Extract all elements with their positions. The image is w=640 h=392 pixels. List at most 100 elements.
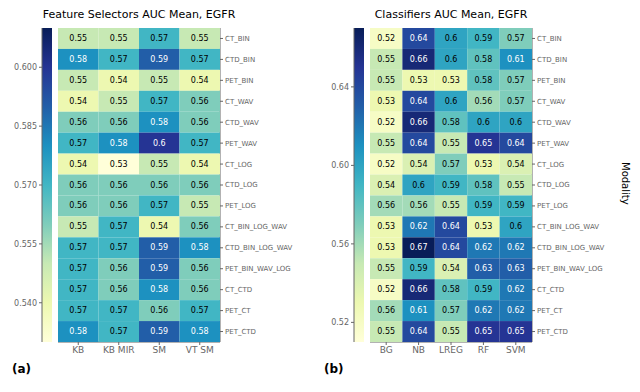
svg-text:0.55: 0.55: [377, 327, 395, 336]
svg-text:0.55: 0.55: [110, 34, 128, 43]
svg-text:PET_BIN: PET_BIN: [225, 77, 254, 85]
svg-text:KB: KB: [72, 345, 84, 355]
svg-text:0.56: 0.56: [110, 285, 128, 294]
svg-text:0.52: 0.52: [331, 318, 349, 327]
svg-text:PET_CT: PET_CT: [225, 307, 251, 315]
svg-text:0.55: 0.55: [377, 264, 395, 273]
svg-text:0.58: 0.58: [442, 118, 460, 127]
svg-text:0.52: 0.52: [377, 285, 395, 294]
svg-text:0.54: 0.54: [442, 264, 460, 273]
svg-text:0.55: 0.55: [442, 201, 460, 210]
svg-text:0.52: 0.52: [377, 34, 395, 43]
svg-text:0.52: 0.52: [377, 118, 395, 127]
svg-text:CTD_BIN_LOG_WAV: CTD_BIN_LOG_WAV: [537, 244, 605, 252]
svg-text:0.55: 0.55: [69, 34, 87, 43]
svg-text:0.64: 0.64: [410, 97, 428, 106]
svg-text:0.53: 0.53: [377, 97, 395, 106]
svg-text:0.56: 0.56: [191, 181, 209, 190]
svg-text:0.53: 0.53: [110, 160, 128, 169]
svg-text:0.56: 0.56: [191, 97, 209, 106]
svg-text:0.56: 0.56: [331, 240, 349, 249]
svg-text:0.57: 0.57: [69, 139, 87, 148]
svg-text:0.6: 0.6: [412, 181, 425, 190]
svg-text:0.54: 0.54: [191, 160, 209, 169]
svg-text:0.54: 0.54: [110, 76, 128, 85]
svg-text:0.64: 0.64: [410, 327, 428, 336]
svg-text:PET_BIN_WAV_LOG: PET_BIN_WAV_LOG: [537, 265, 603, 273]
svg-text:PET_LOG: PET_LOG: [537, 202, 568, 210]
svg-text:0.540: 0.540: [14, 299, 37, 308]
svg-text:0.6: 0.6: [153, 139, 166, 148]
svg-text:CT_BIN_LOG_WAV: CT_BIN_LOG_WAV: [225, 223, 287, 231]
svg-text:0.58: 0.58: [474, 55, 492, 64]
svg-text:0.64: 0.64: [410, 34, 428, 43]
svg-text:0.570: 0.570: [14, 181, 37, 190]
svg-text:0.555: 0.555: [14, 240, 37, 249]
svg-text:0.61: 0.61: [410, 306, 428, 315]
svg-text:0.56: 0.56: [377, 306, 395, 315]
svg-text:CT_LOG: CT_LOG: [537, 161, 564, 169]
svg-text:PET_CT: PET_CT: [537, 307, 563, 315]
svg-text:0.54: 0.54: [69, 160, 87, 169]
svg-text:0.56: 0.56: [191, 264, 209, 273]
svg-text:0.53: 0.53: [377, 222, 395, 231]
svg-text:0.57: 0.57: [507, 97, 525, 106]
svg-text:0.56: 0.56: [410, 201, 428, 210]
svg-text:SM: SM: [153, 345, 166, 355]
svg-text:0.62: 0.62: [410, 222, 428, 231]
svg-text:CT_WAV: CT_WAV: [225, 98, 254, 106]
svg-text:0.53: 0.53: [474, 160, 492, 169]
svg-text:0.62: 0.62: [474, 243, 492, 252]
svg-text:CTD_WAV: CTD_WAV: [225, 119, 259, 127]
svg-text:0.6: 0.6: [445, 55, 458, 64]
svg-text:0.65: 0.65: [474, 139, 492, 148]
svg-text:0.56: 0.56: [150, 306, 168, 315]
svg-text:0.53: 0.53: [474, 222, 492, 231]
svg-text:PET_CTD: PET_CTD: [537, 328, 568, 336]
svg-text:0.57: 0.57: [150, 97, 168, 106]
svg-text:0.58: 0.58: [191, 327, 209, 336]
svg-text:0.53: 0.53: [442, 76, 460, 85]
svg-text:CTD_BIN: CTD_BIN: [537, 56, 567, 64]
svg-text:0.58: 0.58: [474, 181, 492, 190]
svg-text:CTD_LOG: CTD_LOG: [537, 181, 570, 189]
svg-text:0.55: 0.55: [69, 76, 87, 85]
svg-text:0.58: 0.58: [442, 285, 460, 294]
svg-text:0.54: 0.54: [507, 160, 525, 169]
svg-text:0.55: 0.55: [110, 97, 128, 106]
svg-text:0.57: 0.57: [110, 55, 128, 64]
svg-text:0.6: 0.6: [477, 118, 490, 127]
svg-text:0.56: 0.56: [69, 201, 87, 210]
svg-text:0.59: 0.59: [474, 201, 492, 210]
svg-text:RF: RF: [478, 345, 489, 355]
svg-text:0.57: 0.57: [110, 243, 128, 252]
svg-text:0.56: 0.56: [110, 118, 128, 127]
svg-text:0.55: 0.55: [150, 76, 168, 85]
svg-text:0.67: 0.67: [410, 243, 428, 252]
svg-text:0.58: 0.58: [69, 327, 87, 336]
svg-text:0.56: 0.56: [377, 201, 395, 210]
svg-text:0.57: 0.57: [110, 222, 128, 231]
svg-text:0.56: 0.56: [110, 264, 128, 273]
svg-text:0.52: 0.52: [377, 160, 395, 169]
svg-text:0.57: 0.57: [150, 34, 168, 43]
svg-text:0.54: 0.54: [191, 76, 209, 85]
svg-text:0.6: 0.6: [445, 34, 458, 43]
svg-text:0.57: 0.57: [110, 306, 128, 315]
svg-text:0.58: 0.58: [150, 118, 168, 127]
svg-text:0.55: 0.55: [191, 34, 209, 43]
svg-text:0.59: 0.59: [150, 55, 168, 64]
svg-text:NB: NB: [412, 345, 425, 355]
svg-text:0.57: 0.57: [69, 243, 87, 252]
svg-text:0.56: 0.56: [110, 181, 128, 190]
svg-text:0.57: 0.57: [507, 76, 525, 85]
svg-text:CTD_BIN_LOG_WAV: CTD_BIN_LOG_WAV: [225, 244, 293, 252]
svg-text:0.59: 0.59: [474, 34, 492, 43]
svg-text:0.64: 0.64: [442, 222, 460, 231]
svg-text:SVM: SVM: [506, 345, 526, 355]
svg-text:0.59: 0.59: [442, 181, 460, 190]
svg-text:0.58: 0.58: [474, 76, 492, 85]
svg-text:0.57: 0.57: [191, 139, 209, 148]
svg-text:0.58: 0.58: [191, 243, 209, 252]
svg-text:0.62: 0.62: [507, 306, 525, 315]
